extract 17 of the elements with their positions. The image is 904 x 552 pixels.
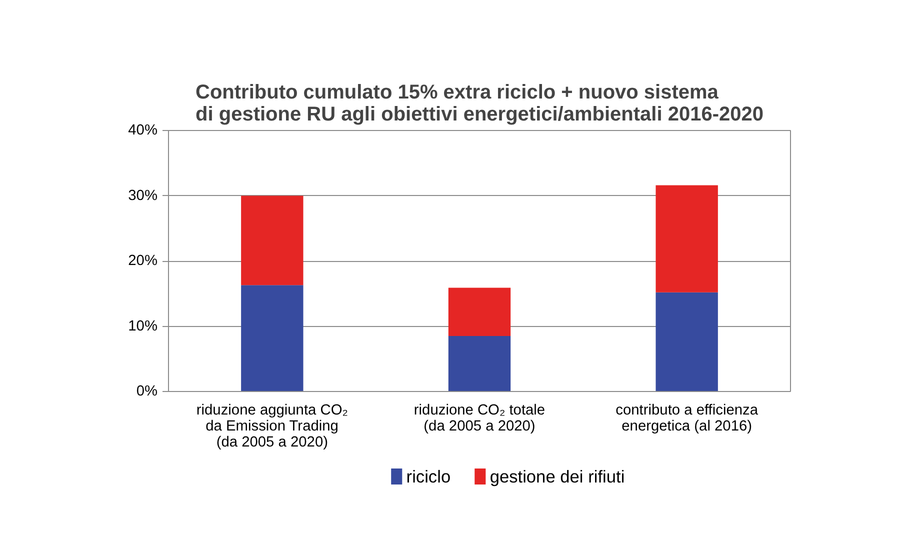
x-tick-label: riduzione CO₂ totale (da 2005 a 2020) (414, 402, 546, 434)
chart-title: Contributo cumulato 15% extra riciclo + nuovo sistema di gestione RU agli obiettivi energetici/ambientali 2016-2020 (196, 82, 764, 126)
bar (656, 185, 718, 292)
y-tick-label: 40% (128, 122, 158, 138)
legend-label: riciclo (406, 466, 451, 486)
x-tick-label: contributo a efficienza energetica (al 2016) (616, 402, 759, 434)
legend-label: gestione dei rifiuti (490, 466, 625, 486)
y-tick-label: 20% (128, 253, 158, 269)
y-tick-label: 30% (128, 188, 158, 204)
bar (448, 336, 511, 392)
bar (241, 285, 304, 392)
x-tick-label: riduzione aggiunta CO₂ da Emission Trading (da 2005 a 2020) (196, 402, 348, 450)
bar (448, 288, 511, 336)
bar (241, 196, 304, 286)
bar (656, 292, 718, 392)
y-tick-label: 0% (136, 384, 158, 400)
y-tick-label: 10% (128, 318, 158, 334)
